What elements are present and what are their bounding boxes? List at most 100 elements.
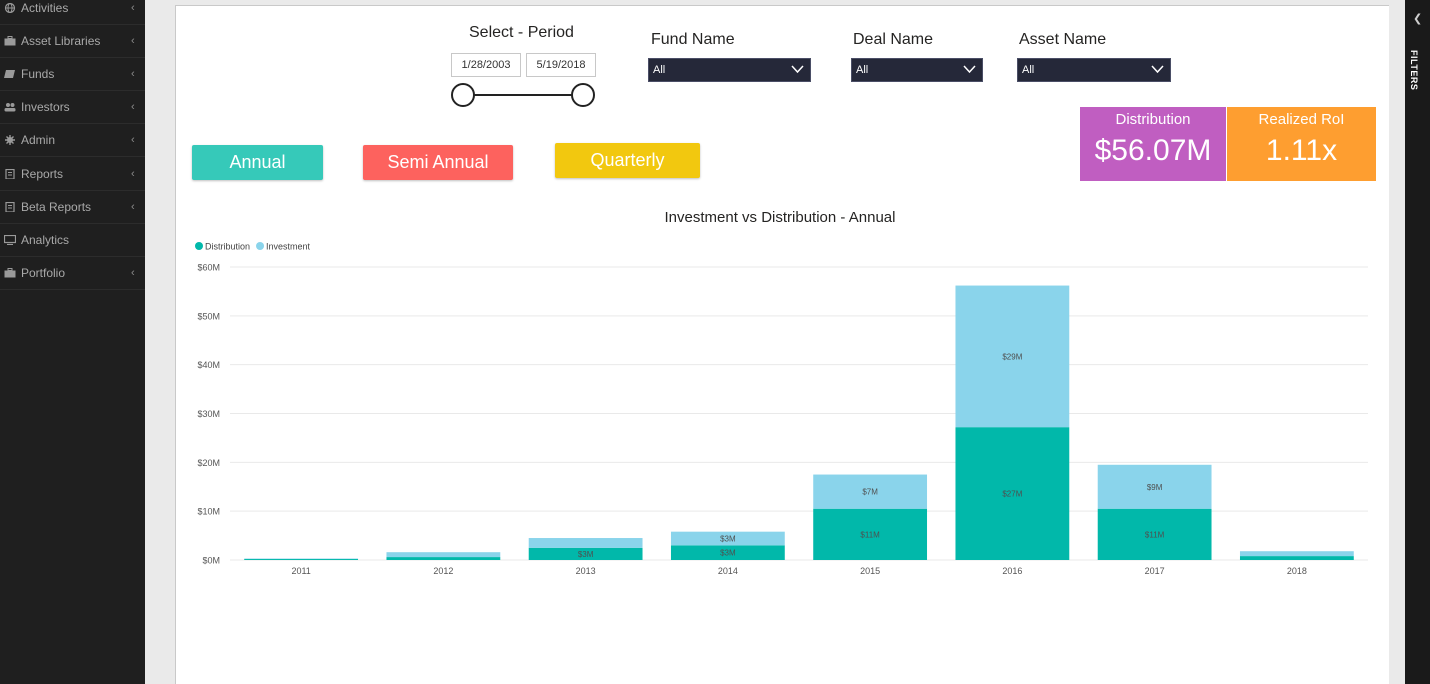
users-icon <box>4 103 16 112</box>
document-icon <box>5 201 15 212</box>
asset-name-value: All <box>1022 64 1035 76</box>
briefcase-icon <box>4 267 16 278</box>
fund-name-value: All <box>653 64 666 76</box>
data-label: $3M <box>578 550 594 559</box>
distribution-label: Distribution <box>1115 111 1191 128</box>
asset-name-dropdown[interactable]: All <box>1017 58 1171 82</box>
bar-investment-2013 <box>528 538 643 548</box>
bar-investment-2018 <box>1239 551 1354 557</box>
y-tick-label: $50M <box>197 311 220 321</box>
y-tick-label: $30M <box>197 409 220 419</box>
sidebar-item-beta-reports[interactable]: Beta Reports ‹ <box>0 191 145 224</box>
legend-label-distribution: Distribution <box>205 242 250 252</box>
chevron-left-icon: ‹ <box>131 134 135 147</box>
chevron-left-icon: ‹ <box>131 266 135 279</box>
sidebar-item-analytics[interactable]: Analytics <box>0 224 145 257</box>
quarterly-button[interactable]: Quarterly <box>555 143 700 178</box>
sidebar-item-label: Beta Reports <box>21 199 92 214</box>
chevron-down-icon <box>1151 65 1164 74</box>
x-tick-label: 2015 <box>860 566 880 576</box>
data-label: $11M <box>1145 530 1165 539</box>
sidebar-item-label: Reports <box>21 166 64 181</box>
chevron-left-icon: ‹ <box>131 2 135 14</box>
sidebar-item-label: Analytics <box>21 232 70 247</box>
globe-icon <box>4 3 16 13</box>
y-tick-label: $20M <box>197 458 220 468</box>
chevron-left-icon: ‹ <box>131 101 135 114</box>
data-label: $9M <box>1147 483 1163 492</box>
period-end-handle[interactable] <box>571 83 595 107</box>
bar-distribution-2016 <box>955 427 1070 560</box>
chart-title: Investment vs Distribution - Annual <box>664 209 896 226</box>
sidebar-item-funds[interactable]: Funds ‹ <box>0 58 145 92</box>
fund-name-dropdown[interactable]: All <box>648 58 811 82</box>
sidebar-item-portfolio[interactable]: Portfolio ‹ <box>0 257 145 290</box>
sidebar-item-admin[interactable]: Admin ‹ <box>0 124 145 158</box>
x-tick-label: 2018 <box>1287 566 1307 576</box>
document-icon <box>5 168 15 179</box>
data-label: $3M <box>720 535 736 544</box>
sidebar-item-label: Admin <box>21 133 56 148</box>
data-label: $3M <box>720 549 736 558</box>
y-tick-label: $0M <box>202 556 220 566</box>
x-tick-label: 2016 <box>1002 566 1022 576</box>
data-label: $11M <box>860 530 880 539</box>
sidebar-item-label: Activities <box>21 1 69 15</box>
filters-label[interactable]: FILTERS <box>1409 50 1419 91</box>
bar-investment-2017 <box>1097 464 1212 509</box>
legend-swatch-distribution <box>195 242 203 250</box>
x-tick-label: 2012 <box>433 566 453 576</box>
chevron-down-icon <box>791 65 804 74</box>
sidebar-item-label: Portfolio <box>21 265 66 280</box>
sidebar-item-investors[interactable]: Investors ‹ <box>0 91 145 125</box>
y-tick-label: $60M <box>197 263 220 273</box>
book-icon <box>4 70 15 79</box>
data-label: $7M <box>862 488 878 497</box>
legend-label-investment: Investment <box>266 242 311 252</box>
sidebar-item-activities[interactable]: Activities ‹ <box>0 0 145 25</box>
bar-investment-2015 <box>813 474 928 509</box>
chevron-down-icon <box>963 65 976 74</box>
deal-name-dropdown[interactable]: All <box>851 58 983 82</box>
deal-name-title: Deal Name <box>853 31 934 48</box>
briefcase-icon <box>4 36 16 46</box>
data-label: $29M <box>1002 352 1022 361</box>
sidebar-item-reports[interactable]: Reports ‹ <box>0 158 145 191</box>
investment-distribution-chart: Distribution Investment $0M $10M $20M $30M $40… <box>195 242 1368 576</box>
chevron-left-icon: ‹ <box>131 68 135 81</box>
sidebar: Activities ‹ Asset Libraries ‹ Funds ‹ Investo… <box>0 0 145 684</box>
data-label: $27M <box>1002 490 1022 499</box>
x-tick-label: 2013 <box>576 566 596 576</box>
bar-investment-2016 <box>955 285 1070 428</box>
bar-investment-2014 <box>670 531 785 546</box>
chevron-left-icon: ‹ <box>131 167 135 180</box>
y-tick-label: $40M <box>197 360 220 370</box>
chevron-left-icon: ‹ <box>131 200 135 213</box>
end-date-input[interactable]: 5/19/2018 <box>526 53 596 77</box>
y-tick-label: $10M <box>197 507 220 517</box>
bar-investment-2012 <box>386 552 501 558</box>
asset-name-title: Asset Name <box>1019 31 1107 48</box>
semi-annual-button[interactable]: Semi Annual <box>363 145 513 180</box>
bar-distribution-2013 <box>528 547 643 560</box>
bar-distribution-2017 <box>1097 508 1212 560</box>
realized-roi-card: Realized RoI 1.11x <box>1227 107 1376 181</box>
realized-roi-value: 1.11x <box>1265 134 1338 167</box>
sidebar-item-label: Investors <box>21 100 70 115</box>
gear-icon <box>5 135 15 146</box>
period-slicer-title: Select - Period <box>469 24 574 41</box>
deal-name-value: All <box>856 64 869 76</box>
sidebar-item-label: Funds <box>21 67 55 82</box>
period-range-track[interactable] <box>463 94 583 96</box>
bar-distribution-2018 <box>1239 556 1354 560</box>
fund-name-title: Fund Name <box>651 31 735 48</box>
filters-pane[interactable]: ❮ FILTERS <box>1405 0 1430 684</box>
sidebar-item-asset-libraries[interactable]: Asset Libraries ‹ <box>0 25 145 59</box>
period-start-handle[interactable] <box>451 83 475 107</box>
sidebar-item-label: Asset Libraries <box>21 34 101 49</box>
monitor-icon <box>4 234 16 245</box>
chevron-left-icon[interactable]: ❮ <box>1413 13 1423 25</box>
annual-button[interactable]: Annual <box>192 145 323 180</box>
start-date-input[interactable]: 1/28/2003 <box>451 53 521 77</box>
legend-swatch-investment <box>256 242 265 250</box>
